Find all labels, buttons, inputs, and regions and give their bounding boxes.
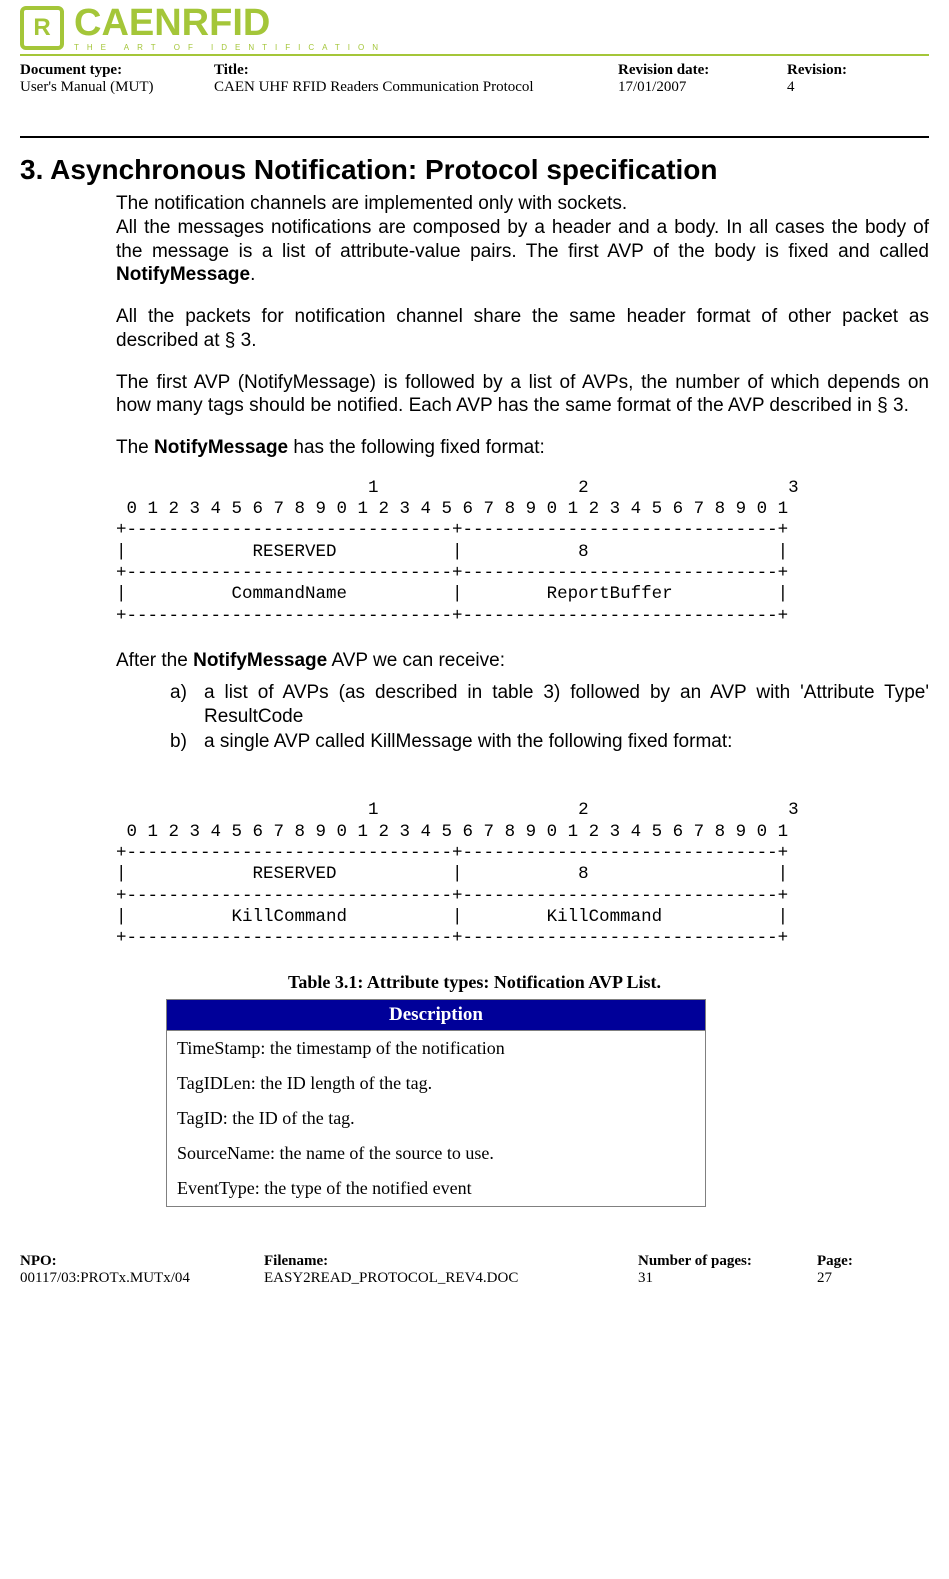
para2: All the messages notifications are compo…	[116, 216, 929, 287]
filename-value: EASY2READ_PROTOCOL_REV4.DOC	[264, 1270, 518, 1286]
page-container: R CAENRFID THE ART OF IDENTIFICATION Doc…	[0, 0, 949, 1327]
logo-text-block: CAENRFID THE ART OF IDENTIFICATION	[74, 4, 386, 52]
after-notify-pre: After the	[116, 650, 193, 671]
title-value: CAEN UHF RFID Readers Communication Prot…	[214, 79, 534, 95]
npo-label: NPO:	[20, 1253, 57, 1269]
table-row: EventType: the type of the notified even…	[167, 1171, 706, 1207]
table-cell: EventType: the type of the notified even…	[167, 1171, 706, 1207]
para4: The first AVP (NotifyMessage) is followe…	[116, 371, 929, 419]
meta-header-table: Document type: Title: Revision date: Rev…	[20, 62, 929, 96]
list-item-a: a) a list of AVPs (as described in table…	[170, 681, 929, 729]
desc-table: Description TimeStamp: the timestamp of …	[166, 999, 706, 1207]
logo-text-sub: THE ART OF IDENTIFICATION	[74, 44, 386, 52]
content-rule	[20, 136, 929, 138]
list-item-b-bold: KillMessage with	[370, 731, 512, 752]
para3: All the packets for notification channel…	[116, 305, 929, 353]
revision-label: Revision:	[787, 62, 847, 78]
logo-mark: R	[20, 6, 64, 50]
ascii-diagram-notifymessage: 1 2 3 0 1 2 3 4 5 6 7 8 9 0 1 2 3 4 5 6 …	[116, 478, 929, 627]
section-number: 3.	[20, 154, 43, 185]
para5-pre: The	[116, 437, 154, 458]
filename-label: Filename:	[264, 1253, 328, 1269]
doc-type-value: User's Manual (MUT)	[20, 79, 154, 95]
table-cell: TagID: the ID of the tag.	[167, 1101, 706, 1136]
para2-bold: NotifyMessage	[116, 264, 250, 285]
after-notify-post: AVP we can receive:	[327, 650, 505, 671]
para5-bold: NotifyMessage	[154, 437, 288, 458]
meta-footer-table: NPO: Filename: Number of pages: Page: 00…	[20, 1253, 929, 1287]
table-row: TagIDLen: the ID length of the tag.	[167, 1066, 706, 1101]
after-notify-bold: NotifyMessage	[193, 650, 327, 671]
page-value: 27	[817, 1270, 832, 1286]
rev-date-value: 17/01/2007	[618, 79, 686, 95]
numpages-value: 31	[638, 1270, 653, 1286]
after-notify-line: After the NotifyMessage AVP we can recei…	[116, 649, 929, 673]
rev-date-label: Revision date:	[618, 62, 709, 78]
para5-post: has the following fixed format:	[288, 437, 545, 458]
table-caption: Table 3.1: Attribute types: Notification…	[20, 972, 929, 993]
spacer	[116, 772, 929, 800]
list-item-b-pre: a single AVP called	[204, 731, 370, 752]
list-item-a-text: a list of AVPs (as described in table 3)…	[204, 682, 929, 727]
alpha-list: a) a list of AVPs (as described in table…	[116, 681, 929, 754]
logo-mark-letter: R	[33, 14, 50, 42]
section-title: Asynchronous Notification: Protocol spec…	[50, 154, 717, 185]
list-marker-b: b)	[170, 730, 187, 754]
para2-post: .	[250, 264, 255, 285]
para2-pre: All the messages notifications are compo…	[116, 217, 929, 262]
logo-text-main: CAENRFID	[74, 4, 386, 42]
section-heading: 3. Asynchronous Notification: Protocol s…	[20, 154, 929, 186]
list-item-b-post: the following fixed format:	[512, 731, 733, 752]
revision-value: 4	[787, 79, 795, 95]
title-label: Title:	[214, 62, 249, 78]
numpages-label: Number of pages:	[638, 1253, 752, 1269]
list-marker-a: a)	[170, 681, 187, 705]
page-label: Page:	[817, 1253, 853, 1269]
footer-spacer	[20, 1207, 929, 1253]
table-cell: TimeStamp: the timestamp of the notifica…	[167, 1030, 706, 1066]
doc-type-label: Document type:	[20, 62, 122, 78]
table-row: SourceName: the name of the source to us…	[167, 1136, 706, 1171]
npo-value: 00117/03:PROTx.MUTx/04	[20, 1270, 190, 1286]
para1: The notification channels are implemente…	[116, 192, 929, 216]
desc-table-wrap: Description TimeStamp: the timestamp of …	[166, 999, 706, 1207]
list-item-b: b) a single AVP called KillMessage with …	[170, 730, 929, 754]
table-cell: SourceName: the name of the source to us…	[167, 1136, 706, 1171]
logo-row: R CAENRFID THE ART OF IDENTIFICATION	[20, 0, 929, 54]
table-row: TimeStamp: the timestamp of the notifica…	[167, 1030, 706, 1066]
header-rule	[20, 54, 929, 56]
section-body: The notification channels are implemente…	[116, 192, 929, 950]
table-cell: TagIDLen: the ID length of the tag.	[167, 1066, 706, 1101]
para5: The NotifyMessage has the following fixe…	[116, 436, 929, 460]
table-row: TagID: the ID of the tag.	[167, 1101, 706, 1136]
desc-table-header: Description	[167, 999, 706, 1030]
ascii-diagram-killmessage: 1 2 3 0 1 2 3 4 5 6 7 8 9 0 1 2 3 4 5 6 …	[116, 800, 929, 949]
